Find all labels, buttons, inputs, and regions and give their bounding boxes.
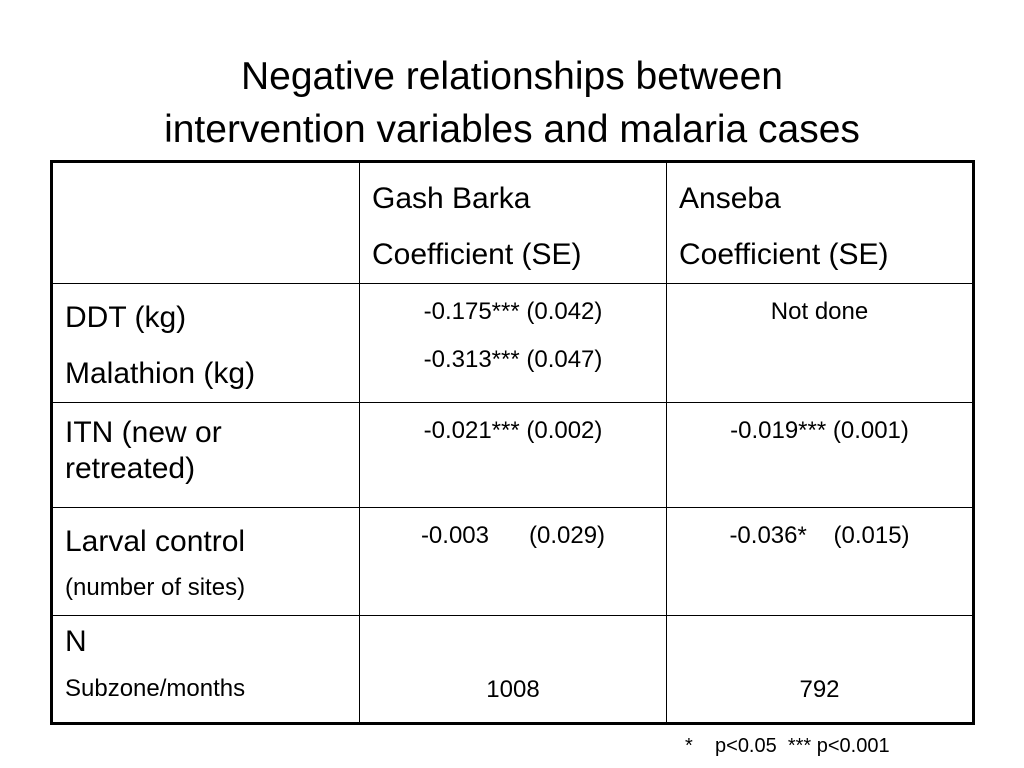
header-cell: Anseba Coefficient (SE) <box>666 161 974 284</box>
value-cell: 1008 <box>359 615 667 724</box>
value-line: -0.036* (0.015) <box>729 522 910 549</box>
row-label: N Subzone/months <box>51 615 360 724</box>
results-table: Gash Barka Coefficient (SE) Anseba Coeffic… <box>50 160 975 725</box>
header-cell: Gash Barka Coefficient (SE) <box>359 161 667 284</box>
title-line: Negative relationships between <box>240 55 783 98</box>
value-line: -0.019*** (0.001) <box>730 417 909 444</box>
header-line: Anseba <box>679 182 781 215</box>
value-line: 792 <box>799 676 840 703</box>
header-line: Gash Barka <box>372 182 531 215</box>
value-cell: 792 <box>666 615 974 724</box>
label-line: ITN (new or retreated) <box>65 416 222 485</box>
header-line: Coefficient (SE) <box>372 238 582 271</box>
value-line: -0.175*** (0.042) <box>423 298 603 325</box>
label-line: Larval control <box>65 525 246 558</box>
row-label: Larval control (number of sites) <box>51 507 360 616</box>
row-label: ITN (new or retreated) <box>51 402 360 508</box>
table-row: DDT (kg) Malathion (kg) -0.175*** (0.042)… <box>51 283 974 403</box>
label-line: Malathion (kg) <box>65 357 256 390</box>
footnote: * p<0.05 *** p<0.001 <box>685 735 890 757</box>
corner-cell <box>51 161 360 284</box>
label-line: Subzone/months <box>65 675 246 702</box>
value-line: -0.021*** (0.002) <box>423 417 603 444</box>
value-cell: Not done <box>666 283 974 403</box>
row-label: DDT (kg) Malathion (kg) <box>51 283 360 403</box>
table-row: N Subzone/months 1008 792 <box>51 615 974 724</box>
value-line: Not done <box>770 298 869 325</box>
value-line: -0.003 (0.029) <box>420 522 606 549</box>
value-cell: -0.021*** (0.002) <box>359 402 667 508</box>
label-line: (number of sites) <box>65 574 246 601</box>
table-row: ITN (new or retreated) -0.021*** (0.002)… <box>51 402 974 508</box>
title-line: intervention variables and malaria cases <box>164 108 860 151</box>
value-cell: -0.036* (0.015) <box>666 507 974 616</box>
label-line: N <box>65 625 87 658</box>
value-cell: -0.175*** (0.042) -0.313*** (0.047) <box>359 283 667 403</box>
value-cell: -0.003 (0.029) <box>359 507 667 616</box>
value-line: -0.313*** (0.047) <box>423 346 603 373</box>
header-row: Gash Barka Coefficient (SE) Anseba Coeffic… <box>51 161 974 284</box>
table-row: Larval control (number of sites) -0.003 (… <box>51 507 974 616</box>
value-cell: -0.019*** (0.001) <box>666 402 974 508</box>
header-line: Coefficient (SE) <box>679 238 889 271</box>
slide-title: Negative relationships between intervent… <box>0 50 1024 156</box>
label-line: DDT (kg) <box>65 301 187 334</box>
value-line: 1008 <box>486 676 540 703</box>
